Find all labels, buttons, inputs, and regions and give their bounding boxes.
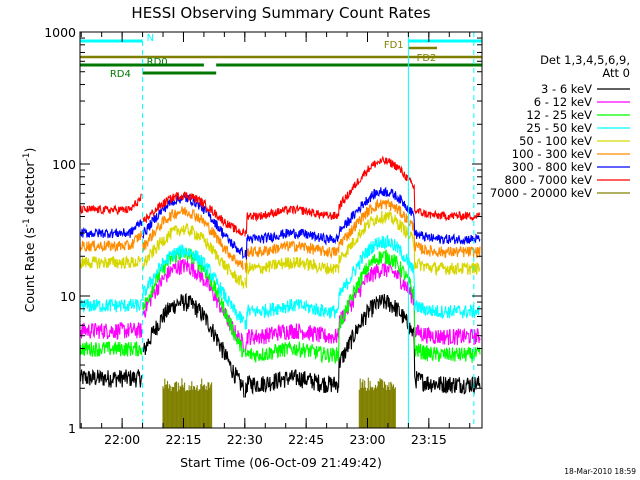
series-line (142, 223, 245, 289)
series-line (408, 276, 481, 363)
y-tick-label: 1000 (44, 25, 76, 40)
series-line (79, 219, 143, 239)
series-line (408, 219, 481, 259)
x-tick-label: 23:15 (411, 432, 447, 447)
legend-label: 3 - 6 keV (541, 82, 592, 96)
series-line (142, 244, 245, 324)
series-line (244, 249, 409, 365)
series-line (244, 197, 409, 273)
observing-bar-label: FD1 (384, 40, 404, 51)
series-line (244, 293, 409, 398)
series-line (79, 368, 143, 388)
legend-label: 12 - 25 keV (526, 108, 592, 122)
y-axis-label: Count Rate (s-1 detector-1) (22, 148, 37, 313)
y-tick-label: 100 (52, 157, 76, 172)
series-line (79, 297, 143, 313)
legend-label: 100 - 300 keV (512, 147, 592, 161)
y-tick-label: 10 (60, 289, 76, 304)
y-label-part: Count Rate (s (22, 227, 37, 312)
series-line (79, 322, 143, 341)
series-line (244, 155, 409, 237)
y-label-sup: -1 (22, 153, 32, 162)
series-line (79, 193, 142, 216)
chart-title: HESSI Observing Summary Count Rates (131, 4, 430, 22)
y-label-sup: -1 (22, 218, 32, 227)
x-axis-label: Start Time (06-Oct-09 21:49:42) (180, 455, 382, 470)
series-line (79, 230, 143, 253)
series-line (408, 257, 481, 319)
y-label-part: ) (22, 148, 37, 153)
series-line (408, 285, 481, 346)
y-label-part: detector (22, 161, 37, 219)
series-line (408, 177, 481, 222)
observing-bar-label: RD0 (147, 57, 168, 68)
series-line (408, 322, 481, 396)
series-line (142, 247, 245, 358)
observing-bar-label: FD2 (417, 53, 437, 64)
legend-label: 50 - 100 keV (519, 134, 592, 148)
x-tick-label: 22:45 (288, 432, 324, 447)
series-line (79, 255, 143, 270)
legend-header-line1: Det 1,3,4,5,6,9, (540, 53, 630, 67)
legend-label: 25 - 50 keV (526, 121, 592, 135)
series-line (408, 207, 481, 246)
series-line (244, 235, 409, 330)
series-line (244, 209, 409, 289)
series-line (408, 231, 481, 277)
series-line (142, 292, 245, 398)
observing-bar-label: N (147, 33, 154, 44)
footer-timestamp: 18-Mar-2010 18:59 (564, 467, 636, 476)
series-line (244, 260, 409, 354)
series-line (244, 186, 409, 260)
plot-data-group (79, 155, 481, 428)
legend-label: 800 - 7000 keV (504, 173, 592, 187)
series-line (79, 341, 143, 357)
legend-label: 7000 - 20000 keV (490, 186, 592, 200)
legend-header-line2: Att 0 (602, 66, 630, 80)
legend-label: 300 - 800 keV (512, 160, 592, 174)
y-tick-label: 1 (68, 421, 76, 436)
observing-bars: N FD1 FD2 RD0 RD4 (80, 33, 482, 80)
series-line (142, 206, 245, 271)
x-tick-label: 22:30 (227, 432, 263, 447)
axis-ticks: 22:00 22:15 22:30 22:45 23:00 23:15 1 10 100 1000 (44, 25, 482, 447)
observing-bar-label: RD4 (110, 69, 131, 80)
x-tick-label: 23:00 (349, 432, 385, 447)
legend-label: 6 - 12 keV (534, 95, 592, 109)
x-tick-label: 22:00 (104, 432, 140, 447)
x-tick-label: 22:15 (165, 432, 201, 447)
series-line (142, 191, 245, 237)
plot-frame (79, 31, 483, 429)
